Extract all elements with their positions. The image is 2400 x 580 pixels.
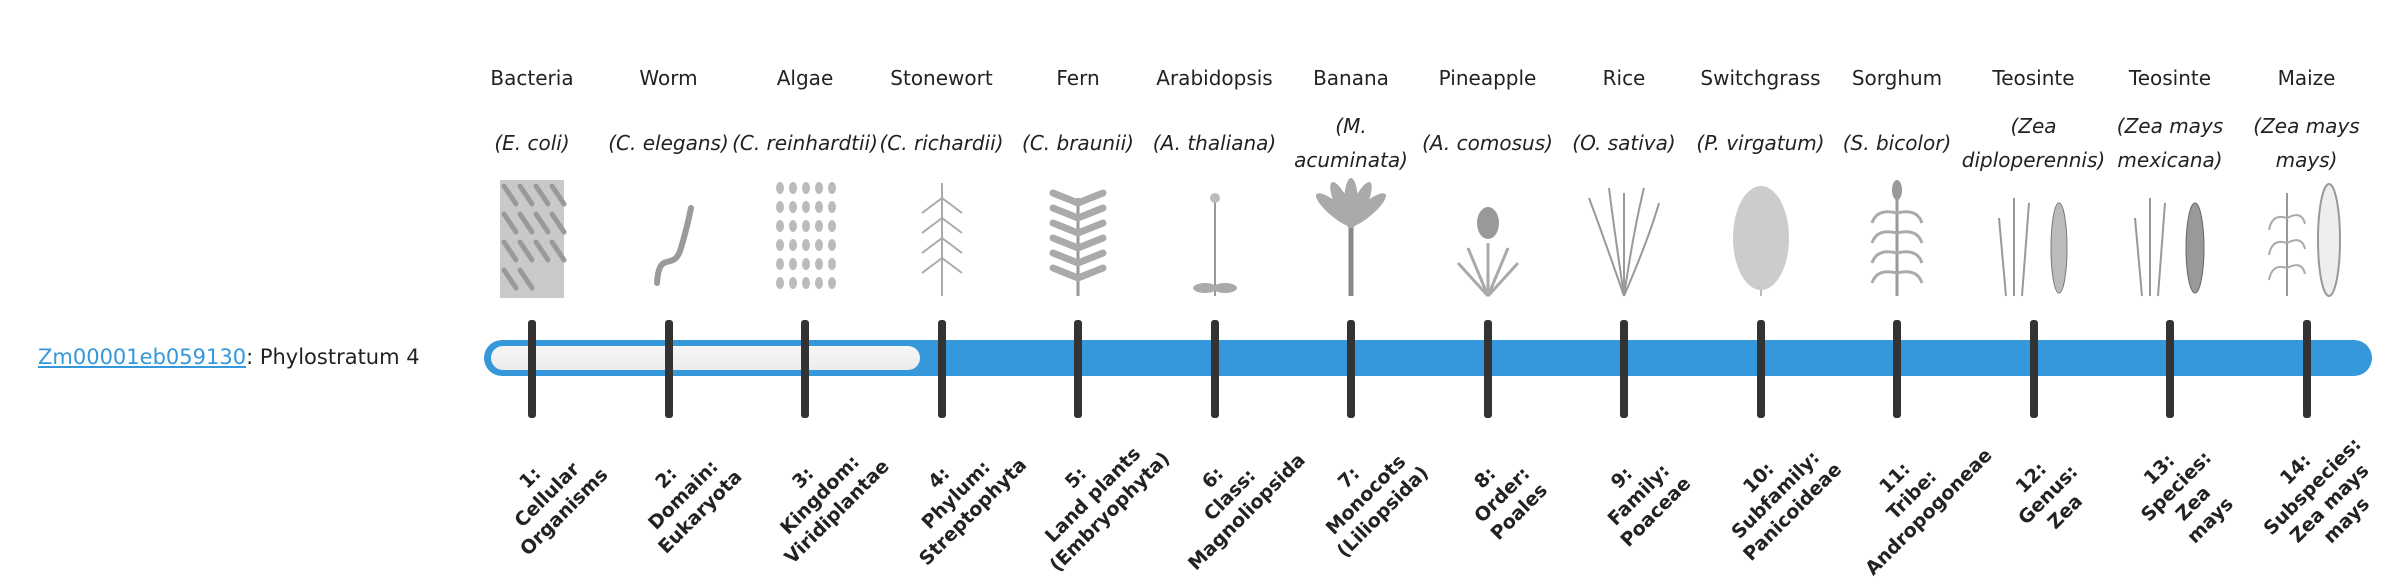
organism-scientific-name: (C. reinhardtii) xyxy=(732,131,878,155)
gene-label: Zm00001eb059130: Phylostratum 4 xyxy=(38,340,420,374)
banana-icon xyxy=(1316,178,1386,296)
organism-scientific-name: (A. thaliana) xyxy=(1152,131,1277,155)
organism-name: Worm xyxy=(639,66,698,90)
organism-scientific-name: (C. braunii) xyxy=(1022,131,1134,155)
worm-icon xyxy=(653,205,694,286)
maize-icon xyxy=(2267,183,2341,297)
organism-scientific-name: (Zea diploperennis) xyxy=(1961,114,2106,172)
arabidopsis-icon xyxy=(1192,193,1237,296)
algae-icon xyxy=(776,182,836,289)
organism-name: Stonewort xyxy=(890,66,993,90)
organism-scientific-name: (A. comosus) xyxy=(1422,131,1553,155)
organism-name: Teosinte xyxy=(1992,66,2075,90)
organism-name: Arabidopsis xyxy=(1156,66,1273,90)
stratum-label: 14: Subspecies: Zea mays mays xyxy=(2259,433,2375,548)
organism-scientific-name: (S. bicolor) xyxy=(1842,131,1952,155)
phylostratum-text: : Phylostratum 4 xyxy=(246,345,420,369)
organism-name: Switchgrass xyxy=(1700,66,1821,90)
switchgrass-icon xyxy=(1732,186,1789,296)
teosinte-icon xyxy=(2134,198,2205,297)
pineapple-icon xyxy=(1456,207,1519,298)
stratum-tick xyxy=(2166,320,2174,418)
organism-scientific-name: (C. richardii) xyxy=(879,131,1004,155)
stratum-tick xyxy=(1210,320,1219,418)
bacteria-icon xyxy=(500,180,567,298)
organism-scientific-name: (C. elegans) xyxy=(608,131,729,155)
stratum-tick xyxy=(1893,320,1901,418)
stratum-tick xyxy=(1347,320,1355,418)
sorghum-icon xyxy=(1870,180,1924,296)
stratum-tick xyxy=(1074,320,1082,418)
rice-icon xyxy=(1588,187,1660,297)
organism-scientific-name: (Zea mays mays) xyxy=(2253,114,2360,172)
organism-scientific-name: (Zea mays mexicana) xyxy=(2116,114,2224,172)
stonewort-icon xyxy=(920,183,963,296)
organism-scientific-name: (P. virgatum) xyxy=(1696,131,1825,155)
organism-name: Bacteria xyxy=(490,66,574,90)
teosinte-icon xyxy=(1997,198,2067,297)
gene-link[interactable]: Zm00001eb059130 xyxy=(38,345,247,369)
stratum-tick xyxy=(664,320,673,418)
organism-name: Rice xyxy=(1602,66,1646,90)
organism-name: Pineapple xyxy=(1438,66,1537,90)
stratum-tick xyxy=(2302,320,2311,418)
bar-unfilled-region xyxy=(491,346,920,370)
stratum-tick xyxy=(1756,320,1765,418)
organism-name: Algae xyxy=(776,66,834,90)
organism-name: Sorghum xyxy=(1851,66,1943,90)
organism-name: Banana xyxy=(1313,66,1389,90)
organism-scientific-name: (O. sativa) xyxy=(1572,131,1676,155)
organism-name: Fern xyxy=(1056,66,1100,90)
stratum-tick xyxy=(528,320,536,418)
phylostratum-bar xyxy=(484,340,2372,376)
organism-name: Maize xyxy=(2277,66,2336,90)
organism-scientific-name: (M. acuminata) xyxy=(1294,114,1408,172)
stratum-tick xyxy=(1483,320,1492,418)
stratum-tick xyxy=(937,320,946,418)
organism-scientific-name: (E. coli) xyxy=(494,131,570,155)
stratum-tick xyxy=(1620,320,1628,418)
fern-icon xyxy=(1049,189,1107,296)
stratum-tick xyxy=(2029,320,2038,418)
organism-name: Teosinte xyxy=(2128,66,2212,90)
stratum-tick xyxy=(801,320,809,418)
